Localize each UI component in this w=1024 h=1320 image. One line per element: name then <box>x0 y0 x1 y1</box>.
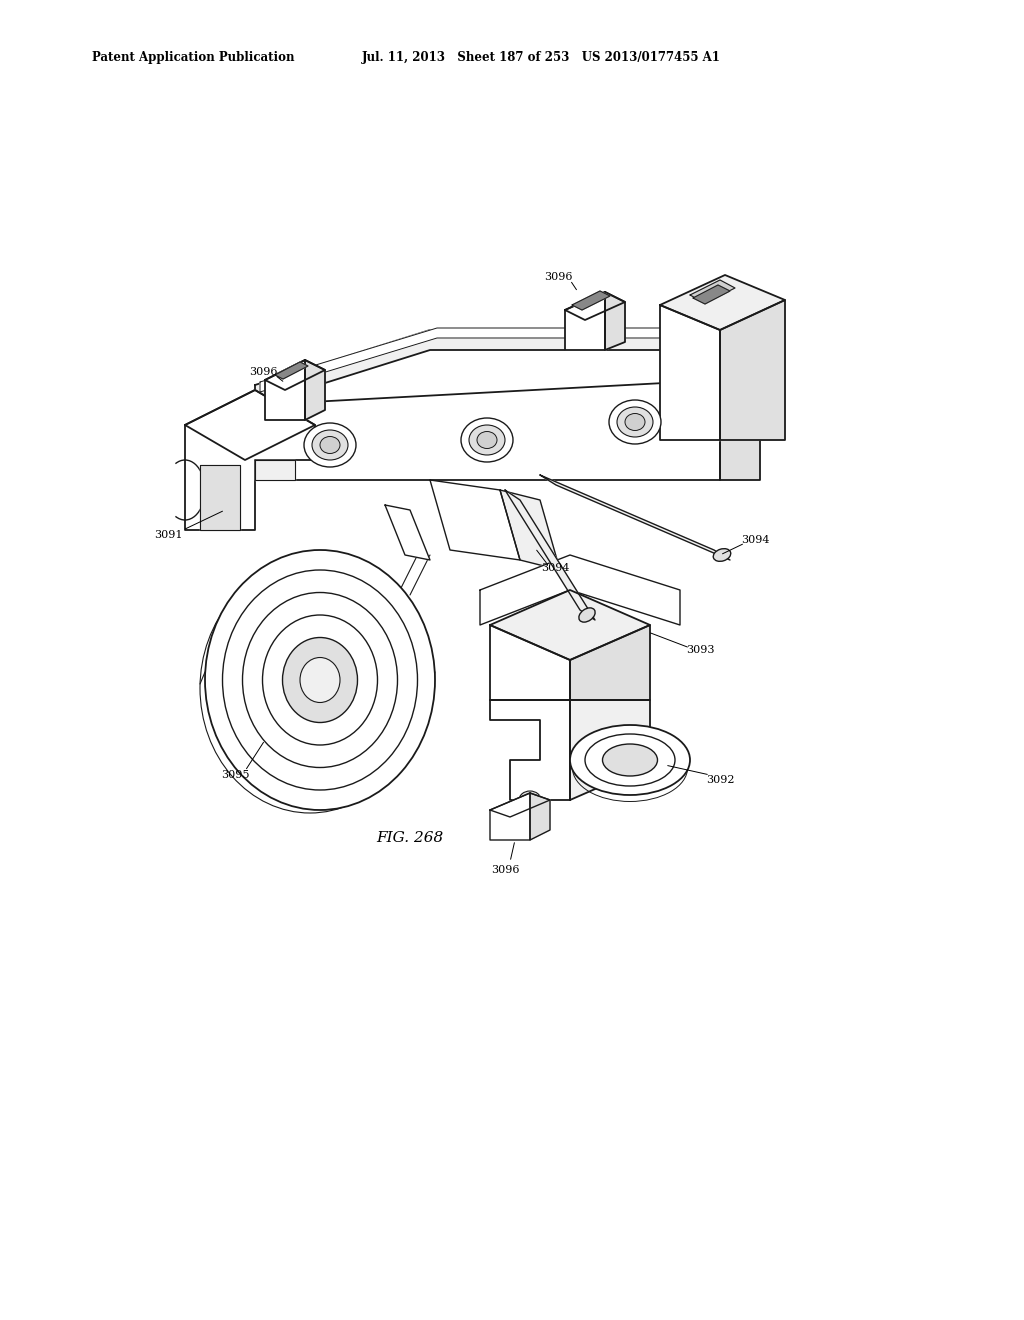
Text: FIG. 268: FIG. 268 <box>377 832 443 845</box>
Polygon shape <box>385 506 430 560</box>
Text: 3091: 3091 <box>154 531 182 540</box>
Ellipse shape <box>319 437 340 454</box>
Ellipse shape <box>714 549 731 561</box>
Ellipse shape <box>461 418 513 462</box>
Ellipse shape <box>570 725 690 795</box>
Text: 3093: 3093 <box>686 645 715 655</box>
Polygon shape <box>185 389 315 531</box>
Ellipse shape <box>617 407 653 437</box>
Ellipse shape <box>602 744 657 776</box>
Polygon shape <box>505 490 595 620</box>
Text: 3096: 3096 <box>249 367 278 378</box>
Polygon shape <box>660 305 720 440</box>
Ellipse shape <box>200 564 420 813</box>
Polygon shape <box>490 793 550 817</box>
Polygon shape <box>605 292 625 350</box>
Polygon shape <box>490 793 530 840</box>
Polygon shape <box>275 362 308 379</box>
Ellipse shape <box>609 400 662 444</box>
Text: Patent Application Publication: Patent Application Publication <box>92 51 295 65</box>
Ellipse shape <box>262 615 378 744</box>
Polygon shape <box>185 389 315 459</box>
Polygon shape <box>530 793 550 840</box>
Polygon shape <box>570 700 650 800</box>
Polygon shape <box>490 700 570 800</box>
Polygon shape <box>565 292 625 319</box>
Polygon shape <box>430 480 520 560</box>
Ellipse shape <box>304 422 356 467</box>
Polygon shape <box>720 300 785 440</box>
Ellipse shape <box>243 593 397 767</box>
Polygon shape <box>255 459 295 480</box>
Ellipse shape <box>205 550 435 810</box>
Polygon shape <box>255 380 720 480</box>
Ellipse shape <box>585 734 675 785</box>
Polygon shape <box>565 292 605 350</box>
Polygon shape <box>720 360 760 480</box>
Text: 3096: 3096 <box>490 865 519 875</box>
Ellipse shape <box>283 638 357 722</box>
Polygon shape <box>480 554 680 624</box>
Ellipse shape <box>625 413 645 430</box>
Text: 3095: 3095 <box>221 770 249 780</box>
Polygon shape <box>490 590 650 660</box>
Polygon shape <box>255 330 720 405</box>
Ellipse shape <box>519 791 541 809</box>
Ellipse shape <box>477 432 497 449</box>
Text: 3094: 3094 <box>740 535 769 545</box>
Polygon shape <box>540 475 730 560</box>
Polygon shape <box>660 275 785 330</box>
Polygon shape <box>690 280 735 304</box>
Text: 3096: 3096 <box>544 272 572 282</box>
Polygon shape <box>260 327 715 392</box>
Polygon shape <box>265 360 325 389</box>
Ellipse shape <box>222 570 418 789</box>
Ellipse shape <box>579 609 595 622</box>
Polygon shape <box>200 465 240 531</box>
Polygon shape <box>305 360 325 420</box>
Polygon shape <box>500 490 560 570</box>
Polygon shape <box>570 624 650 700</box>
Polygon shape <box>693 285 730 304</box>
Ellipse shape <box>469 425 505 455</box>
Polygon shape <box>572 290 610 310</box>
Text: 3094: 3094 <box>541 564 569 573</box>
Ellipse shape <box>300 657 340 702</box>
Ellipse shape <box>312 430 348 459</box>
Text: Jul. 11, 2013   Sheet 187 of 253   US 2013/0177455 A1: Jul. 11, 2013 Sheet 187 of 253 US 2013/0… <box>362 51 721 65</box>
Polygon shape <box>490 624 570 700</box>
Text: 3092: 3092 <box>706 775 734 785</box>
Polygon shape <box>265 360 305 420</box>
